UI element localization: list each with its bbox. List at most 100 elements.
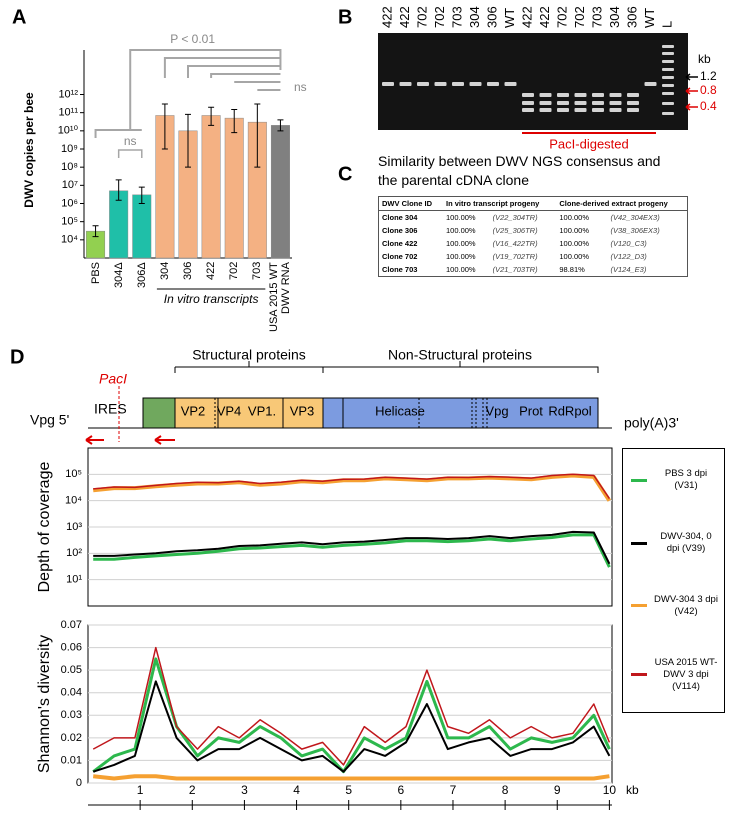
y-axis-label: Depth of coverage [36,462,53,593]
lane-label: WT [642,8,657,28]
legend-item: DWV-304 3 dpi (V42) [631,594,724,618]
x-tick-label: 702 [228,262,241,281]
x-tick-label: USA 2015 WT DWV RNA [268,262,293,332]
group-label: In vitro transcripts [164,292,259,306]
nonstructural-region [322,397,599,429]
group-label: Structural proteins [192,347,306,363]
lane-label: 306 [484,6,499,28]
series-line [92,774,610,781]
gel-band [627,101,639,105]
size-arrow [685,103,698,111]
x-tick-label: 4 [293,783,300,797]
restriction-site: PacI [99,371,127,387]
legend-swatch [631,541,647,545]
x-tick-label: 306Δ [135,262,148,288]
lane-label: 422 [379,6,394,28]
x-tick-label: 2 [189,783,196,797]
lane-label: 422 [537,6,552,28]
table-cell: 98.81% [559,265,585,274]
gel-band [522,101,534,105]
significance-bracket [94,49,282,138]
y-tick-label: 0.07 [61,619,82,631]
annotation: ns [124,134,137,148]
gel-band [609,93,622,97]
lp-region [142,397,176,429]
ns-bracket [117,149,143,158]
series-line [93,473,612,502]
gel-band [662,52,674,55]
table-cell: 100.00% [559,239,589,248]
primer-arrow [85,435,104,445]
table-title: Similarity between DWV NGS consensus and… [378,153,661,188]
region-label: Prot [519,403,543,418]
table-cell: 100.00% [445,252,476,261]
primer-arrow [154,435,175,445]
gel-band [522,93,534,97]
y-tick-label: 0.05 [61,664,82,676]
error-bar [185,113,191,168]
table-cell: 100.00% [445,265,476,274]
region-label: VP3 [290,403,315,418]
table-cell: 100.00% [559,226,589,235]
annotation: ns [294,80,307,94]
y-tick-label: 10⁹ [61,143,78,155]
table-cell: (V42_304EX3) [610,213,660,222]
x-tick-label: 6 [397,783,404,797]
error-bar [161,103,168,150]
genome-map: Structural proteins Non-Structural prote… [30,347,679,445]
panel-label: B [338,6,352,28]
gel-band [662,92,674,95]
legend: PBS 3 dpi (V31) DWV-304, 0 dpi (V39) DWV-3… [622,448,725,713]
legend-label: PBS 3 dpi (V31) [664,468,708,492]
x-tick-label: 422 [205,262,218,281]
table-cell: 100.00% [445,226,476,235]
gel-band [539,93,552,97]
gel-band [434,82,447,86]
bar [224,117,244,259]
error-bar [115,179,122,201]
table-row: Clone 703 100.00% (V21_703TR) 98.81% (V124_E… [379,263,688,277]
size-arrow [685,87,698,95]
series-line [93,473,611,500]
y-tick-label: 10⁸ [61,161,78,173]
y-tick-label: 10⁶ [61,197,78,209]
bar [201,115,221,259]
gel-band [662,112,674,115]
lane-label: 304 [467,6,482,28]
y-tick-label: 0.04 [61,687,82,699]
x-tick-label: 703 [251,262,264,281]
gel-band [574,108,587,112]
legend-swatch [631,478,647,482]
gel-band [627,93,639,97]
lane-label: WT [502,8,517,28]
gel-band [487,82,499,86]
y-tick-label: 10¹⁰ [58,125,79,137]
gel-band [522,108,534,112]
gel-band [627,108,639,112]
gel-band [662,45,674,48]
gel-band [609,108,622,112]
lane-label: 702 [554,6,569,28]
y-tick-label: 0.06 [61,641,82,653]
gel-band [644,82,657,86]
panel-label: C [338,163,352,185]
digest-label: PacI-digested [549,136,629,151]
gel-band [662,84,674,87]
gel-band [662,68,674,71]
region-label: RdRpol [548,403,591,418]
series-line [92,657,611,774]
y-tick-label: 10⁵ [65,468,82,480]
gel-band [574,93,587,97]
error-bar [92,225,99,238]
gel-band [592,101,604,105]
gel-band [399,82,412,86]
x-tick-label: 10 [603,783,617,797]
y-tick-label: 10⁷ [62,179,78,191]
group-label: Non-Structural proteins [388,347,532,363]
x-tick-label: 5 [345,783,352,797]
x-tick-label: 304Δ [112,262,125,288]
gel-band [662,102,674,105]
table-header: DWV Clone ID [378,196,443,211]
x-tick-label: 8 [502,783,509,797]
